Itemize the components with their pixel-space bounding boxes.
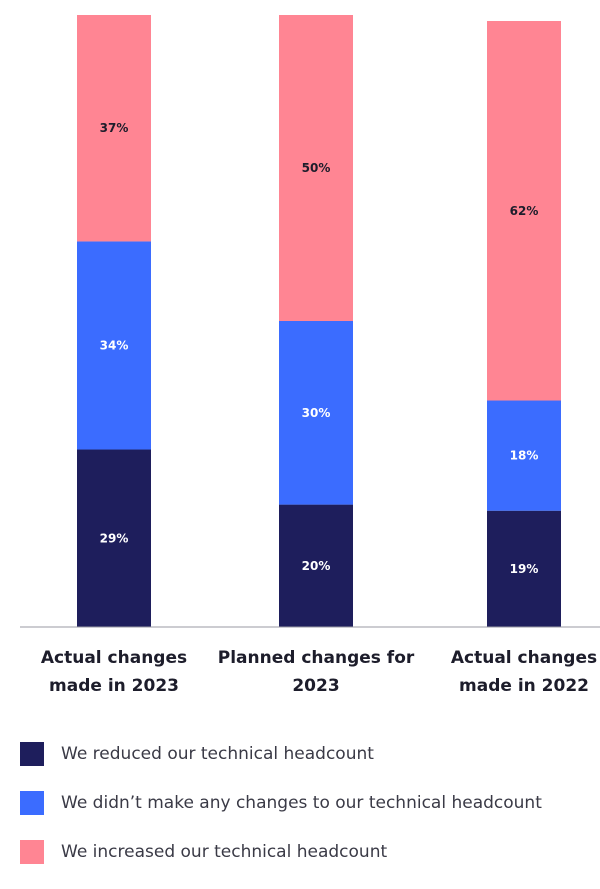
data-label-reduced-1: 29% bbox=[100, 531, 129, 545]
bar-segment-reduced-1 bbox=[77, 449, 151, 627]
bar-segment-no-change-2 bbox=[279, 321, 353, 505]
legend-item-no-change: We didn’t make any changes to our techni… bbox=[20, 791, 600, 815]
legend-swatch-increased bbox=[20, 840, 44, 864]
legend-item-reduced: We reduced our technical headcount bbox=[20, 742, 600, 766]
bar-labels-group: 29% 34% 37% 20% 30% 50% 19% 18% 62% bbox=[100, 121, 539, 576]
bars-group bbox=[77, 15, 561, 627]
category-label-2-line-1: Planned changes for bbox=[218, 648, 415, 668]
data-label-no-change-3: 18% bbox=[510, 449, 539, 463]
legend-swatch-reduced bbox=[20, 742, 44, 766]
legend-label-increased: We increased our technical headcount bbox=[61, 842, 388, 862]
bar-segment-increased-2 bbox=[279, 15, 353, 321]
stacked-bar-chart: 29% 34% 37% 20% 30% 50% 19% 18% 62% Actual chang… bbox=[20, 15, 600, 696]
legend-label-no-change: We didn’t make any changes to our techni… bbox=[61, 793, 542, 813]
category-label-1-line-1: Actual changes bbox=[41, 648, 187, 668]
data-label-increased-2: 50% bbox=[302, 161, 331, 175]
data-label-increased-3: 62% bbox=[510, 204, 539, 218]
bar-segment-no-change-1 bbox=[77, 241, 151, 450]
bar-segment-increased-3 bbox=[487, 21, 561, 401]
bar-segment-reduced-2 bbox=[279, 504, 353, 627]
legend-item-increased: We increased our technical headcount bbox=[20, 840, 600, 864]
data-label-no-change-2: 30% bbox=[302, 406, 331, 420]
bar-segment-reduced-3 bbox=[487, 510, 561, 627]
bar-segment-increased-1 bbox=[77, 15, 151, 242]
category-labels-group: Actual changes made in 2023 Planned change… bbox=[41, 648, 597, 696]
data-label-reduced-3: 19% bbox=[510, 562, 539, 576]
data-label-increased-1: 37% bbox=[100, 121, 129, 135]
legend: We reduced our technical headcount We di… bbox=[20, 742, 600, 889]
legend-swatch-no-change bbox=[20, 791, 44, 815]
data-label-reduced-2: 20% bbox=[302, 559, 331, 573]
category-label-1-line-2: made in 2023 bbox=[49, 676, 179, 696]
category-label-3-line-2: made in 2022 bbox=[459, 676, 589, 696]
bar-segment-no-change-3 bbox=[487, 400, 561, 511]
category-label-2-line-2: 2023 bbox=[292, 676, 339, 696]
data-label-no-change-1: 34% bbox=[100, 338, 129, 352]
legend-label-reduced: We reduced our technical headcount bbox=[61, 744, 374, 764]
category-label-3-line-1: Actual changes bbox=[451, 648, 597, 668]
